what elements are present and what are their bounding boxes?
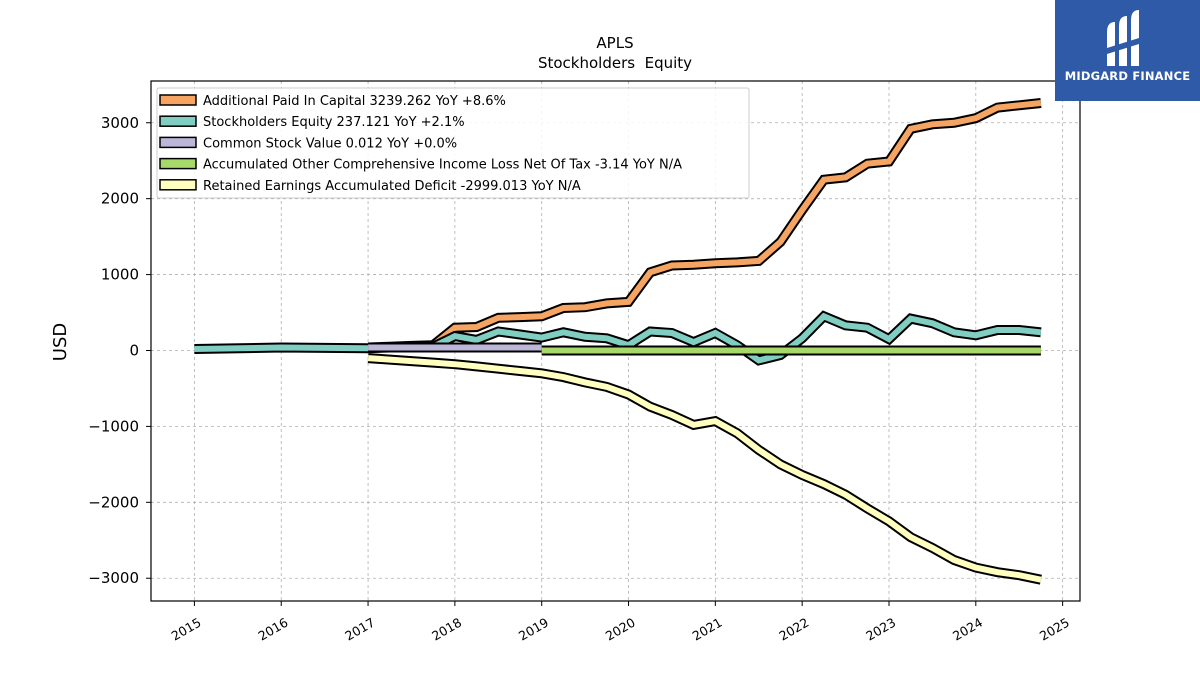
x-tick-label: 2025 <box>1037 615 1072 644</box>
legend-label: Retained Earnings Accumulated Deficit -2… <box>203 179 581 194</box>
y-tick-label: 0 <box>129 341 139 359</box>
y-tick-label: 3000 <box>101 114 139 132</box>
legend-swatch <box>159 179 197 191</box>
axes-frame <box>150 80 1081 602</box>
x-tick-label: 2019 <box>516 615 551 644</box>
series-line-1 <box>194 312 1042 364</box>
chart-title: APLS <box>596 34 633 52</box>
x-tick-label: 2017 <box>342 615 377 644</box>
y-tick-label: 1000 <box>101 266 139 284</box>
x-tick-label: 2021 <box>690 615 725 644</box>
y-tick-label: −1000 <box>88 417 139 435</box>
logo-text: MIDGARD FINANCE <box>1064 69 1191 83</box>
legend-label: Additional Paid In Capital 3239.262 YoY … <box>203 94 506 109</box>
x-tick-label: 2016 <box>255 615 290 644</box>
legend-swatch <box>159 115 197 127</box>
legend-label: Stockholders Equity 237.121 YoY +2.1% <box>203 115 465 130</box>
plot-area: −3000 −2000 −1000 0 1000 2000 3000 2015 2016 2017… <box>88 80 1081 644</box>
legend-label: Common Stock Value 0.012 YoY +0.0% <box>203 136 457 151</box>
series-line-0 <box>367 100 1042 351</box>
y-axis-label: USD <box>50 323 71 361</box>
legend-swatch <box>159 136 197 149</box>
y-tick-label: 2000 <box>101 190 139 208</box>
legend-box <box>156 87 750 199</box>
logo-mark-icon <box>1107 10 1139 66</box>
x-tick-label: 2022 <box>776 615 811 644</box>
x-tick-label: 2024 <box>950 615 985 644</box>
chart-subtitle: Stockholders Equity <box>538 54 692 72</box>
x-tick-label: 2020 <box>603 615 638 644</box>
y-tick-label: −3000 <box>88 569 139 587</box>
series-line-4 <box>367 355 1042 583</box>
legend-swatch <box>159 94 197 106</box>
y-tick-label: −2000 <box>88 493 139 511</box>
midgard-finance-logo: MIDGARD FINANCE <box>1055 0 1200 101</box>
x-tick-label: 2018 <box>429 615 464 644</box>
x-tick-label: 2023 <box>863 615 898 644</box>
x-tick-label: 2015 <box>169 615 204 644</box>
legend-swatch <box>159 157 197 170</box>
legend-label: Accumulated Other Comprehensive Income L… <box>203 158 682 173</box>
